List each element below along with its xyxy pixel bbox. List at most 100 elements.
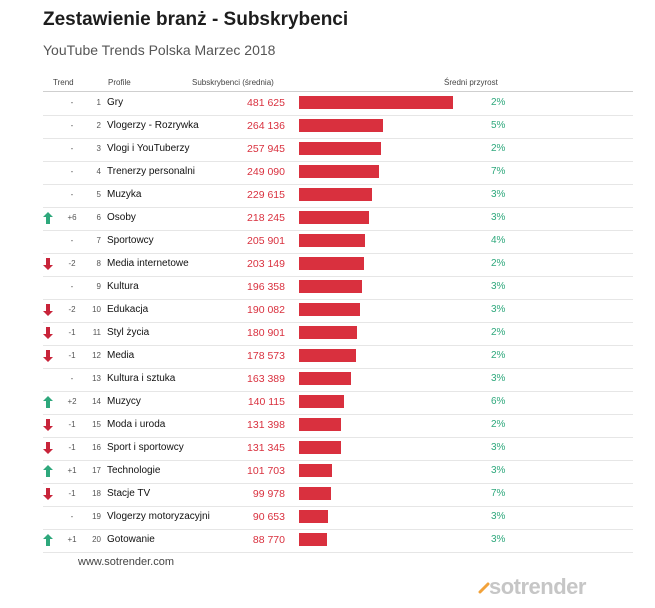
arrow-down-icon [43,442,53,454]
table-row: - 13 Kultura i sztuka 163 389 3% [43,368,633,392]
category-name: Media [107,350,135,361]
sotrender-logo: sotrender [489,574,586,599]
rank-change: +6 [67,213,77,222]
header-profile: Profile [108,78,131,87]
rank-change: -1 [68,420,76,429]
rank-number: 14 [92,397,101,406]
average-growth: 5% [491,120,506,131]
average-growth: 2% [491,350,506,361]
arrow-up-icon [43,465,53,477]
arrow-up-icon [43,396,53,408]
category-name: Muzyka [107,189,142,200]
table-row: - 9 Kultura 196 358 3% [43,276,633,300]
table-row: - 1 Gry 481 625 2% [43,92,633,116]
category-name: Media internetowe [107,258,189,269]
rank-change: - [70,236,74,245]
subscriber-value: 101 703 [247,465,285,477]
subscriber-value: 99 978 [252,488,285,500]
subscriber-value: 131 345 [247,442,285,454]
rank-change: -1 [68,351,76,360]
average-growth: 3% [491,304,506,315]
rank-number: 20 [92,535,101,544]
subscriber-bar [299,188,372,201]
subscriber-value: 196 358 [247,281,285,293]
chart-subtitle: YouTube Trends Polska Marzec 2018 [43,42,276,58]
rank-number: 6 [96,213,101,222]
average-growth: 2% [491,97,506,108]
arrow-up-icon [43,212,53,224]
table-row: - 5 Muzyka 229 615 3% [43,184,633,208]
rank-number: 16 [92,443,101,452]
average-growth: 3% [491,212,506,223]
table-row: +1 20 Gotowanie 88 770 3% [43,529,633,553]
category-name: Osoby [107,212,136,223]
category-name: Styl życia [107,327,150,338]
arrow-down-icon [43,258,53,270]
rank-number: 2 [96,121,101,130]
table-row: -1 18 Stacje TV 99 978 7% [43,483,633,507]
average-growth: 2% [491,258,506,269]
rank-change: - [70,374,74,383]
category-name: Moda i uroda [107,419,166,430]
table-row: -2 10 Edukacja 190 082 3% [43,299,633,323]
subscriber-value: 229 615 [247,189,285,201]
subscriber-value: 178 573 [247,350,285,362]
header-divider [43,91,633,92]
average-growth: 3% [491,534,506,545]
category-name: Vlogerzy - Rozrywka [107,120,199,131]
average-growth: 3% [491,442,506,453]
arrow-down-icon [43,350,53,362]
arrow-down-icon [43,488,53,500]
header-growth: Średni przyrost [444,78,498,87]
rank-change: +1 [67,535,77,544]
rank-change: - [70,98,74,107]
subscriber-bar [299,395,344,408]
subscriber-bar [299,441,341,454]
subscriber-value: 163 389 [247,373,285,385]
table-row: - 3 Vlogi i YouTuberzy 257 945 2% [43,138,633,162]
rank-change: -1 [68,328,76,337]
category-name: Kultura [107,281,139,292]
category-name: Gotowanie [107,534,155,545]
subscriber-bar [299,142,381,155]
average-growth: 4% [491,235,506,246]
subscriber-value: 131 398 [247,419,285,431]
subscriber-bar [299,533,327,546]
category-name: Vlogi i YouTuberzy [107,143,190,154]
table-row: -1 11 Styl życia 180 901 2% [43,322,633,346]
table-row: +1 17 Technologie 101 703 3% [43,460,633,484]
rank-change: - [70,121,74,130]
average-growth: 2% [491,143,506,154]
table-row: -1 16 Sport i sportowcy 131 345 3% [43,437,633,461]
rank-number: 17 [92,466,101,475]
rank-number: 3 [96,144,101,153]
subscriber-value: 264 136 [247,120,285,132]
table-row: -1 15 Moda i uroda 131 398 2% [43,414,633,438]
rank-change: +1 [67,466,77,475]
subscriber-bar [299,487,331,500]
rank-number: 5 [96,190,101,199]
average-growth: 2% [491,419,506,430]
rank-number: 10 [92,305,101,314]
category-name: Trenerzy personalni [107,166,196,177]
table-row: - 2 Vlogerzy - Rozrywka 264 136 5% [43,115,633,139]
table-row: -1 12 Media 178 573 2% [43,345,633,369]
average-growth: 7% [491,488,506,499]
subscriber-bar [299,303,360,316]
category-name: Sportowcy [107,235,154,246]
rank-number: 4 [96,167,101,176]
subscriber-bar [299,165,379,178]
footer-url[interactable]: www.sotrender.com [78,556,174,568]
category-name: Technologie [107,465,161,476]
subscriber-value: 218 245 [247,212,285,224]
rank-number: 15 [92,420,101,429]
average-growth: 3% [491,373,506,384]
arrow-up-icon [43,534,53,546]
rank-change: -2 [68,305,76,314]
rank-change: - [70,144,74,153]
average-growth: 3% [491,281,506,292]
subscriber-value: 257 945 [247,143,285,155]
subscriber-value: 205 901 [247,235,285,247]
subscriber-value: 90 653 [252,511,285,523]
category-name: Kultura i sztuka [107,373,176,384]
